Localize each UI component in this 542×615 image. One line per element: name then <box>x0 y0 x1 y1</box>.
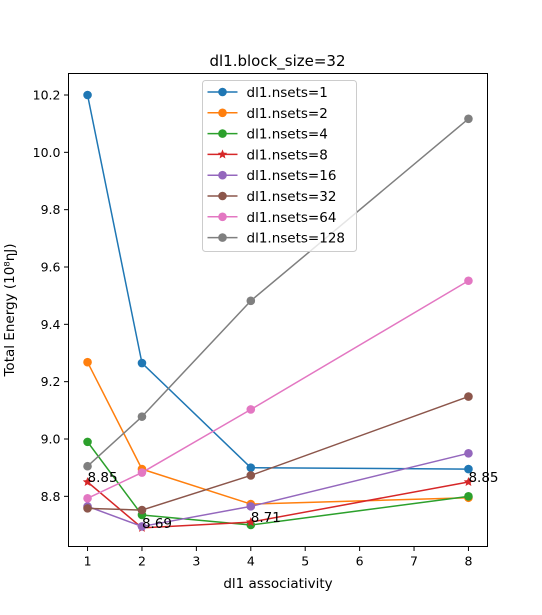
legend-label: dl1.nsets=32 <box>247 189 337 205</box>
data-label: 8.69 <box>142 516 172 532</box>
legend-box <box>202 80 357 252</box>
data-label: 8.71 <box>251 510 281 526</box>
data-point <box>464 114 473 124</box>
data-point <box>464 464 473 474</box>
legend-item: dl1.nsets=2 <box>207 106 328 122</box>
x-tick-label: 7 <box>410 554 418 569</box>
data-point <box>137 505 147 515</box>
y-tick-label: 9.0 <box>41 432 61 447</box>
data-point <box>83 494 92 503</box>
data-point <box>137 522 147 531</box>
data-point <box>83 357 92 367</box>
data-point <box>246 502 256 511</box>
plot-area <box>82 90 474 532</box>
data-point <box>464 449 473 458</box>
legend-item: dl1.nsets=32 <box>207 189 337 205</box>
legend-marker <box>218 129 227 138</box>
series-4 <box>82 477 474 532</box>
annotations: 8.85 8.69 8.71 8.85 <box>88 470 499 532</box>
legend: dl1.nsets=1 dl1.nsets=2 dl1.nsets=4 dl1.nse… <box>202 80 357 252</box>
legend-marker <box>218 108 227 118</box>
legend-label: dl1.nsets=16 <box>247 168 337 184</box>
data-point <box>464 276 473 286</box>
data-point <box>137 412 147 421</box>
data-point <box>83 504 92 513</box>
x-tick-label: 8 <box>464 554 472 569</box>
series-8 <box>83 114 473 471</box>
y-axis-label: Total Energy (10⁸ηJ) <box>2 243 18 377</box>
data-point <box>82 477 93 487</box>
series-2 <box>83 357 473 509</box>
legend-label: dl1.nsets=2 <box>247 106 328 122</box>
data-point <box>464 492 473 501</box>
legend-marker <box>218 170 227 180</box>
data-point <box>246 296 256 306</box>
data-point <box>83 437 92 447</box>
x-tick-label: 5 <box>301 554 309 569</box>
legend-marker <box>218 191 227 201</box>
data-point <box>246 463 256 472</box>
data-label: 8.85 <box>88 470 118 486</box>
data-point <box>246 471 256 480</box>
legend-marker <box>218 233 227 242</box>
chart-title: dl1.block_size=32 <box>209 52 345 71</box>
legend-marker <box>218 212 227 222</box>
data-point <box>83 90 92 100</box>
data-label: 8.85 <box>468 470 498 486</box>
series-6 <box>83 392 473 515</box>
legend-label: dl1.nsets=64 <box>247 210 337 226</box>
data-point <box>246 517 256 527</box>
series-line <box>86 94 469 470</box>
data-point <box>137 468 147 477</box>
x-tick-label: 3 <box>192 554 200 569</box>
x-tick-label: 1 <box>84 554 92 569</box>
y-tick-label: 9.2 <box>41 374 61 389</box>
y-axis: 8.8 9.0 9.2 9.4 9.6 9.8 10.0 10.2 <box>33 88 69 504</box>
series-line <box>87 280 469 500</box>
series-line <box>87 395 469 511</box>
legend-label: dl1.nsets=8 <box>247 147 328 163</box>
series-line <box>87 118 469 467</box>
series-7 <box>83 276 473 503</box>
data-point <box>83 461 92 471</box>
legend-label: dl1.nsets=128 <box>247 231 346 247</box>
y-tick-label: 8.8 <box>41 489 61 504</box>
y-tick-label: 10.2 <box>33 88 61 103</box>
data-point <box>463 477 474 487</box>
x-tick-label: 6 <box>356 554 364 569</box>
y-tick-label: 9.4 <box>41 317 61 332</box>
legend-item: dl1.nsets=64 <box>207 210 337 226</box>
data-point <box>464 392 473 401</box>
data-point <box>246 405 256 414</box>
series-line <box>87 481 469 529</box>
series-line <box>86 441 469 526</box>
legend-item: dl1.nsets=128 <box>207 231 346 247</box>
legend-label: dl1.nsets=1 <box>247 85 328 101</box>
legend-marker <box>218 87 227 97</box>
series-1 <box>83 90 473 474</box>
legend-label: dl1.nsets=4 <box>247 127 328 143</box>
data-point <box>137 358 147 368</box>
series-line <box>86 361 469 505</box>
y-tick-label: 9.8 <box>41 202 61 217</box>
legend-item: dl1.nsets=4 <box>207 127 328 143</box>
legend-item: dl1.nsets=8 <box>207 147 328 163</box>
y-tick-label: 9.6 <box>41 260 61 275</box>
legend-item: dl1.nsets=1 <box>207 85 328 101</box>
x-axis-label: dl1 associativity <box>223 576 332 592</box>
series-line <box>87 452 469 528</box>
x-axis: 1 2 3 4 5 6 7 8 <box>84 546 472 569</box>
legend-marker <box>217 149 228 159</box>
legend-item: dl1.nsets=16 <box>207 168 337 184</box>
x-tick-label: 4 <box>247 554 255 569</box>
x-tick-label: 2 <box>138 554 146 569</box>
plot-frame <box>68 73 488 547</box>
y-tick-label: 10.0 <box>33 145 61 160</box>
